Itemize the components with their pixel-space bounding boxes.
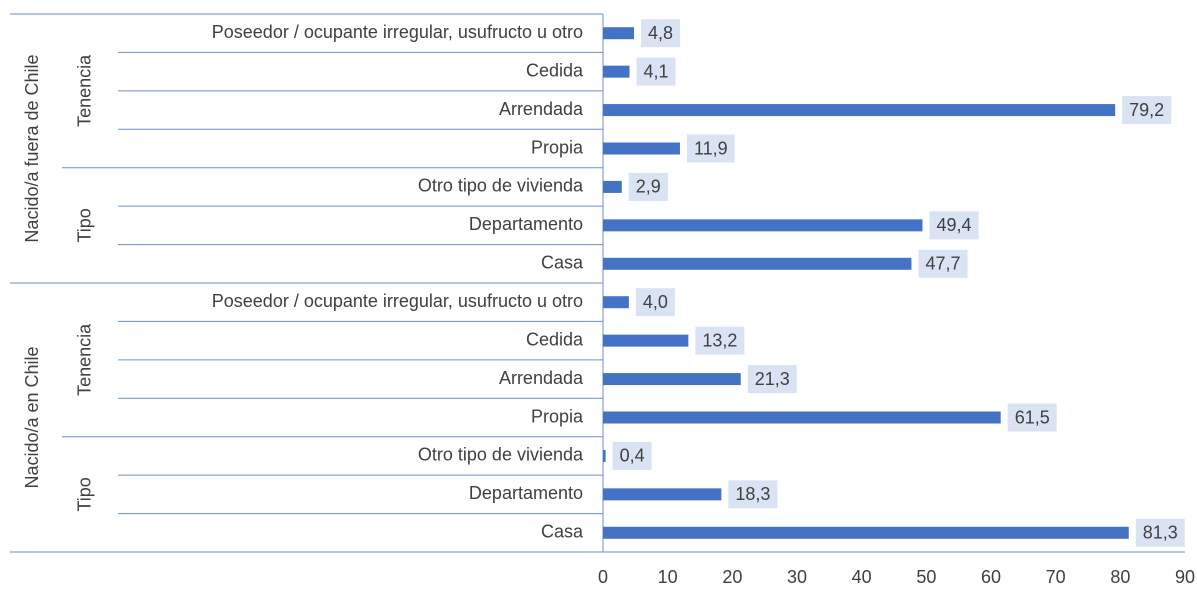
subgroup-label: Tenencia (75, 54, 95, 127)
group-label: Nacido/a en Chile (22, 346, 42, 488)
value-label-bg (635, 288, 675, 317)
x-tick-label: 0 (598, 567, 608, 587)
category-label: Otro tipo de vivienda (418, 445, 584, 465)
category-label: Poseedor / ocupante irregular, usufructo… (212, 22, 583, 42)
category-label: Arrendada (499, 99, 584, 119)
value-label: 61,5 (1015, 407, 1050, 427)
bar (603, 488, 722, 501)
value-label: 4,8 (648, 23, 673, 43)
x-tick-label: 70 (1046, 567, 1066, 587)
category-label: Poseedor / ocupante irregular, usufructo… (212, 291, 583, 311)
x-tick-label: 40 (852, 567, 872, 587)
value-label: 49,4 (936, 215, 971, 235)
value-label: 18,3 (735, 484, 770, 504)
value-label-bg (1122, 96, 1172, 125)
value-label-bg (728, 480, 778, 509)
value-label: 47,7 (925, 254, 960, 274)
value-label-bg (628, 172, 668, 201)
subgroup-label: Tenencia (75, 323, 95, 396)
bar (603, 449, 606, 462)
value-label-bg (641, 19, 681, 48)
category-label: Otro tipo de vivienda (418, 176, 584, 196)
x-tick-label: 10 (658, 567, 678, 587)
bar (603, 411, 1001, 424)
category-label: Departamento (469, 483, 583, 503)
category-label: Propia (531, 137, 584, 157)
x-tick-label: 80 (1110, 567, 1130, 587)
bar (603, 373, 741, 386)
value-label: 13,2 (702, 330, 737, 350)
subgroup-label: Tipo (75, 208, 95, 242)
x-tick-label: 60 (981, 567, 1001, 587)
value-label-bg (612, 441, 652, 470)
bar (603, 180, 622, 193)
value-label: 2,9 (636, 177, 661, 197)
category-label: Departamento (469, 214, 583, 234)
x-tick-label: 20 (722, 567, 742, 587)
category-label: Casa (541, 522, 584, 542)
bar (603, 296, 629, 309)
bar (603, 27, 635, 40)
value-label-bg (918, 249, 968, 278)
value-label-bg (929, 211, 979, 240)
bar (603, 334, 689, 347)
value-label: 79,2 (1129, 100, 1164, 120)
category-label: Cedida (526, 329, 584, 349)
bar (603, 142, 680, 155)
bar (603, 219, 923, 232)
value-label-bg (747, 365, 797, 394)
value-label-bg (636, 57, 676, 86)
value-label: 81,3 (1143, 523, 1178, 543)
value-label: 4,0 (643, 292, 668, 312)
value-label: 4,1 (644, 61, 669, 81)
category-label: Propia (531, 406, 584, 426)
bar (603, 526, 1129, 539)
group-label: Nacido/a fuera de Chile (22, 54, 42, 242)
x-tick-label: 90 (1175, 567, 1195, 587)
value-label-bg (1007, 403, 1057, 432)
category-label: Casa (541, 253, 584, 273)
bar (603, 65, 630, 78)
category-label: Cedida (526, 60, 584, 80)
value-label: 11,9 (694, 138, 728, 158)
subgroup-label: Tipo (75, 477, 95, 511)
bar (603, 104, 1116, 117)
value-label-bg (695, 326, 745, 355)
value-label: 0,4 (620, 446, 645, 466)
value-label-bg (686, 134, 735, 163)
value-label-bg (1135, 518, 1185, 547)
category-label: Arrendada (499, 368, 584, 388)
x-tick-label: 50 (916, 567, 936, 587)
value-label: 21,3 (755, 369, 790, 389)
bar (603, 257, 912, 270)
x-tick-label: 30 (787, 567, 807, 587)
